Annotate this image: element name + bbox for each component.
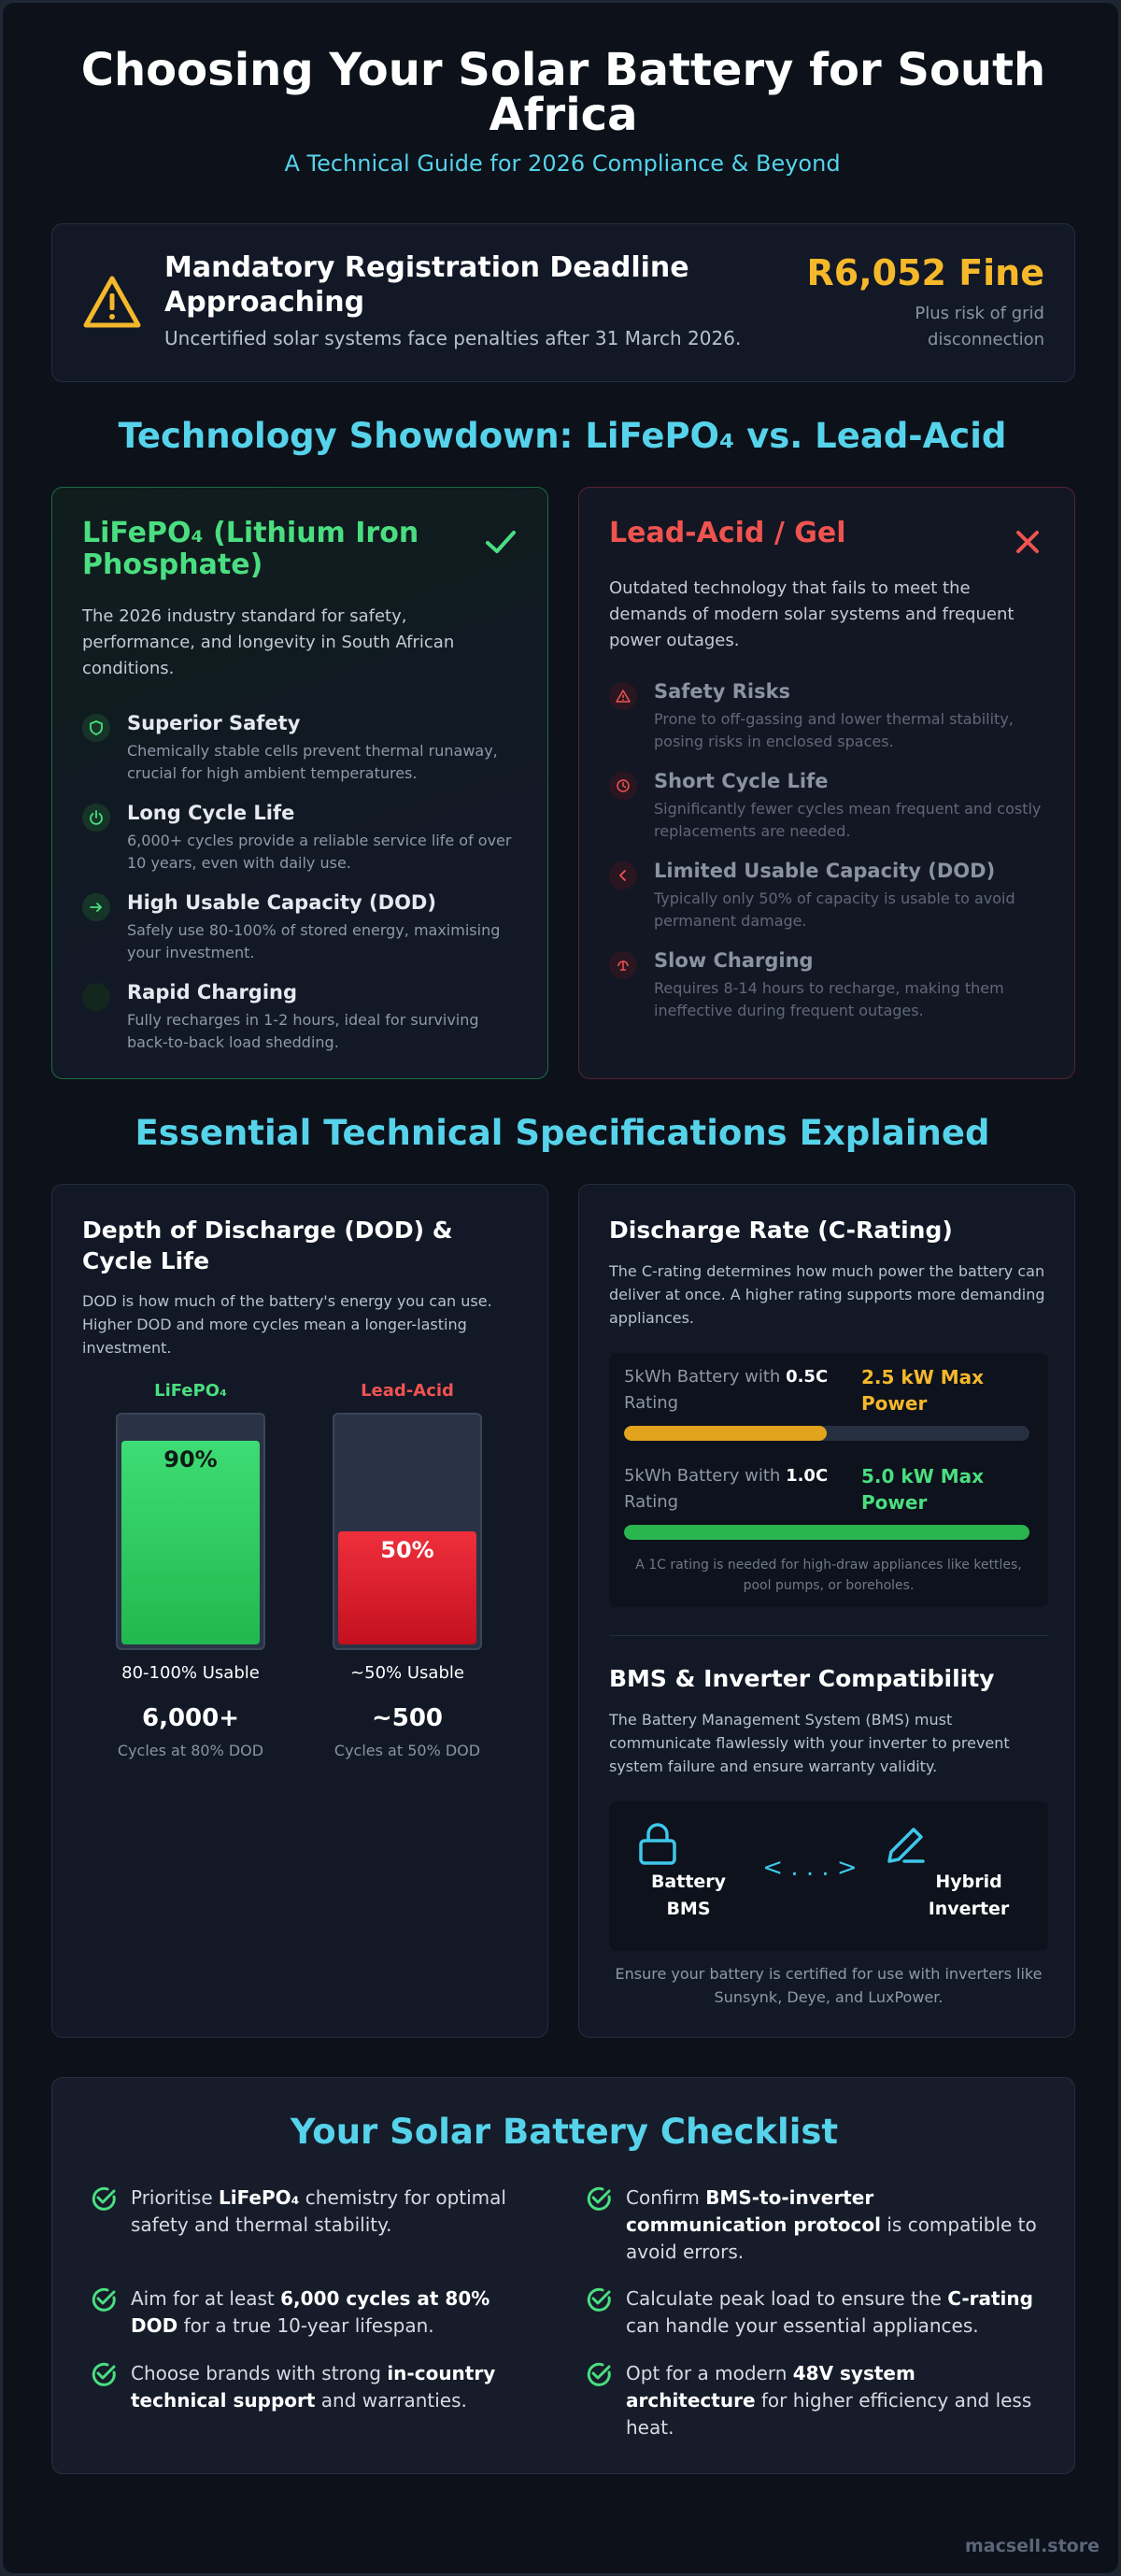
feature-title: Short Cycle Life: [654, 770, 829, 792]
feature-desc: Requires 8-14 hours to recharge, making …: [654, 979, 1004, 1019]
page-title: Choosing Your Solar Battery for South Af…: [80, 44, 1046, 141]
alert-title: Mandatory Registration Deadline Approach…: [164, 251, 689, 319]
feature-title: Rapid Charging: [127, 981, 298, 1003]
chevron-left-icon: [609, 861, 637, 890]
lifepo4-usable: 80-100% Usable: [121, 1663, 260, 1683]
lifepo4-dod-bar: 90%: [116, 1413, 265, 1650]
lifepo4-cycles-note: Cycles at 80% DOD: [117, 1742, 264, 1759]
leadacid-card: Lead-Acid / Gel Outdated technology that…: [578, 487, 1075, 1079]
clock-icon: [609, 772, 637, 800]
feature-title: High Usable Capacity (DOD): [127, 891, 436, 914]
feature-desc: Typically only 50% of capacity is usable…: [654, 890, 1015, 930]
lifepo4-dod-fill: 90%: [121, 1441, 260, 1644]
leadacid-cycles-note: Cycles at 50% DOD: [333, 1742, 481, 1759]
lifepo4-bar-label: LiFePO₄: [154, 1381, 227, 1401]
crate-comparison: 5kWh Battery with 0.5C Rating 2.5 kW Max…: [609, 1353, 1048, 1607]
dod-description: DOD is how much of the battery's energy …: [82, 1292, 492, 1357]
feature-desc: Safely use 80-100% of stored energy, max…: [127, 921, 501, 961]
feature-title: Long Cycle Life: [127, 802, 295, 824]
lock-icon: [637, 1822, 678, 1871]
lifepo4-card: LiFePO₄ (Lithium Iron Phosphate) The 202…: [51, 487, 548, 1079]
check-circle-icon: [92, 2362, 116, 2386]
hybrid-inverter-label: Hybrid Inverter: [928, 1872, 1010, 1919]
crate-bms-card: Discharge Rate (C-Rating) The C-rating d…: [578, 1184, 1075, 2038]
fine-amount: R6,052 Fine: [806, 252, 1045, 293]
leadacid-usable: ~50% Usable: [350, 1663, 464, 1683]
crate-power: 5.0 kW Max Power: [861, 1465, 985, 1514]
feature-desc: Significantly fewer cycles mean frequent…: [654, 800, 1042, 840]
checklist-text: Prioritise LiFePO₄ chemistry for optimal…: [131, 2186, 506, 2236]
crate-bar-fill: [624, 1426, 827, 1441]
crate-bar: [624, 1525, 1029, 1540]
feature-desc: Prone to off-gassing and lower thermal s…: [654, 710, 1014, 750]
feature-desc: Fully recharges in 1-2 hours, ideal for …: [127, 1011, 479, 1051]
deadline-alert: Mandatory Registration Deadline Approach…: [51, 223, 1075, 382]
feature-title: Slow Charging: [654, 949, 814, 972]
footer-brand[interactable]: macsell.store: [964, 2536, 1100, 2556]
feature-title: Superior Safety: [127, 712, 301, 734]
checklist-text: Choose brands with strong in-country tec…: [131, 2362, 496, 2412]
leadacid-description: Outdated technology that fails to meet t…: [609, 578, 1015, 650]
warning-triangle-icon: [82, 273, 142, 333]
warning-icon: [609, 682, 637, 710]
checklist-text: Confirm BMS-to-inverter communication pr…: [626, 2186, 1037, 2263]
power-icon: [82, 804, 110, 832]
crate-power: 2.5 kW Max Power: [861, 1366, 985, 1415]
bms-title: BMS & Inverter Compatibility: [609, 1665, 995, 1692]
check-circle-icon: [92, 2186, 116, 2211]
feature-title: Safety Risks: [654, 680, 791, 703]
check-circle-icon: [92, 2287, 116, 2312]
feature-desc: 6,000+ cycles provide a reliable service…: [127, 832, 512, 872]
check-circle-icon: [587, 2186, 611, 2211]
checklist-title: Your Solar Battery Checklist: [290, 2112, 839, 2152]
feature-desc: Chemically stable cells prevent thermal …: [127, 742, 498, 782]
leadacid-bar-label: Lead-Acid: [361, 1381, 454, 1401]
crate-title: Discharge Rate (C-Rating): [609, 1217, 953, 1244]
dod-title: Depth of Discharge (DOD) & Cycle Life: [82, 1217, 453, 1274]
crate-description: The C-rating determines how much power t…: [609, 1262, 1045, 1327]
checklist-card: Your Solar Battery Checklist Prioritise …: [51, 2077, 1075, 2474]
crate-bar-fill: [624, 1525, 1029, 1540]
crate-note: A 1C rating is needed for high-draw appl…: [635, 1558, 1022, 1593]
crate-bar: [624, 1426, 1029, 1441]
specs-heading: Essential Technical Specifications Expla…: [135, 1113, 990, 1153]
crate-row-label: 5kWh Battery with 1.0C Rating: [624, 1466, 829, 1512]
arrow-right-icon: [82, 893, 110, 921]
battery-bms-label: Battery BMS: [650, 1872, 727, 1919]
dod-card: Depth of Discharge (DOD) & Cycle Life DO…: [51, 1184, 548, 2038]
lifepo4-description: The 2026 industry standard for safety, p…: [82, 606, 455, 678]
leadacid-dod-value: 50%: [380, 1537, 434, 1563]
crate-row-label: 5kWh Battery with 0.5C Rating: [624, 1367, 829, 1413]
lightning-icon: [82, 983, 110, 1011]
shield-icon: [82, 714, 110, 742]
leadacid-dod-fill: 50%: [338, 1531, 476, 1644]
checklist-text: Aim for at least 6,000 cycles at 80% DOD…: [131, 2287, 490, 2337]
bms-inverter-diagram: Battery BMS < . . . > Hybrid Inverter: [609, 1801, 1048, 1951]
showdown-heading: Technology Showdown: LiFePO₄ vs. Lead-Ac…: [118, 416, 1007, 456]
page-subtitle: A Technical Guide for 2026 Compliance & …: [284, 150, 841, 177]
check-circle-icon: [587, 2362, 611, 2386]
leadacid-cycles: ~500: [371, 1704, 444, 1732]
x-icon: [1011, 525, 1044, 559]
lifepo4-title: LiFePO₄ (Lithium Iron Phosphate): [82, 517, 419, 581]
feature-title: Limited Usable Capacity (DOD): [654, 860, 996, 882]
pen-icon: [882, 1824, 927, 1869]
checklist-text: Calculate peak load to ensure the C-rati…: [626, 2287, 1033, 2337]
leadacid-title: Lead-Acid / Gel: [609, 517, 846, 549]
bms-note: Ensure your battery is certified for use…: [615, 1965, 1043, 2006]
check-circle-icon: [587, 2287, 611, 2312]
leadacid-dod-bar: 50%: [333, 1413, 482, 1650]
lifepo4-dod-value: 90%: [163, 1446, 218, 1473]
lifepo4-cycles: 6,000+: [141, 1704, 240, 1732]
divider: [609, 1635, 1048, 1636]
alert-subtitle: Uncertified solar systems face penalties…: [164, 327, 742, 349]
bms-description: The Battery Management System (BMS) must…: [609, 1711, 1010, 1775]
communication-link: < . . . >: [762, 1854, 858, 1882]
checklist-text: Opt for a modern 48V system architecture…: [626, 2362, 1032, 2439]
checkmark-icon: [484, 525, 518, 559]
fine-note: Plus risk of grid disconnection: [915, 304, 1044, 349]
slow-charge-icon: [609, 951, 637, 979]
